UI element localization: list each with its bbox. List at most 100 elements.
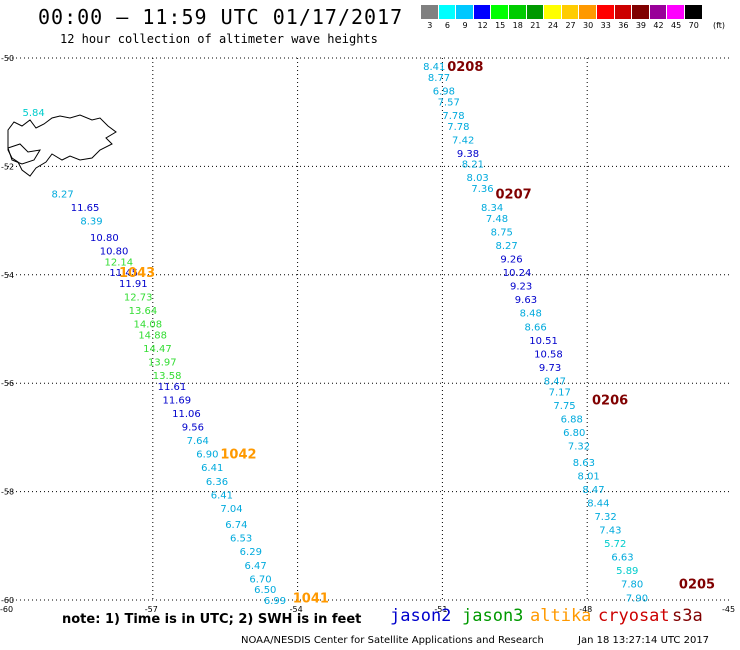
wave-height-value: 6.70 [249, 574, 271, 585]
wave-height-value: 7.78 [447, 122, 469, 133]
wave-height-value: 7.17 [549, 387, 571, 398]
wave-height-value: 8.27 [495, 241, 517, 252]
wave-height-value: 13.58 [153, 371, 182, 382]
color-swatch [438, 5, 457, 19]
color-bin-label: 9 [462, 21, 468, 30]
wave-height-value: 7.57 [438, 97, 460, 108]
color-bin: 70 [684, 5, 703, 30]
wave-height-value: 8.03 [467, 173, 489, 184]
color-swatch [508, 5, 527, 19]
page-title: 00:00 – 11:59 UTC 01/17/2017 [38, 5, 404, 29]
legend-jason3: jason3 [462, 606, 524, 626]
wave-height-value: 8.01 [578, 471, 600, 482]
wave-height-value: 9.63 [515, 295, 537, 306]
color-bin-label: 42 [653, 21, 664, 30]
wave-height-value: 8.66 [524, 322, 546, 333]
wave-height-value: 6.74 [225, 520, 247, 531]
wave-height-value: 8.48 [520, 309, 542, 320]
color-swatch [596, 5, 615, 19]
latitude-label: -54 [1, 271, 14, 280]
wave-height-value: 5.84 [22, 108, 44, 119]
wave-height-value: 9.26 [500, 255, 522, 266]
map-frame [8, 57, 732, 601]
color-swatch [579, 5, 597, 19]
color-swatch [684, 5, 703, 19]
wave-height-value: 6.90 [196, 450, 218, 461]
color-bin-label: 3 [427, 21, 433, 30]
color-bin: 18 [508, 5, 527, 30]
wave-height-value: 8.77 [428, 73, 450, 84]
wave-height-value: 10.80 [100, 246, 129, 257]
wave-height-value: 7.32 [594, 512, 616, 523]
wave-height-value: 7.78 [442, 111, 464, 122]
color-bin: 3 [421, 5, 439, 30]
color-bin-label: 15 [495, 21, 506, 30]
wave-height-value: 8.41 [423, 62, 445, 73]
wave-height-value: 12.14 [105, 257, 134, 268]
color-bin: 45 [667, 5, 685, 30]
color-bin: 9 [456, 5, 474, 30]
latitude-label: -60 [1, 596, 14, 605]
longitude-label: -60 [0, 605, 13, 614]
color-bin: 33 [596, 5, 615, 30]
wave-height-value: 7.36 [471, 184, 493, 195]
color-bin-label: 45 [671, 21, 682, 30]
wave-height-value: 6.36 [206, 477, 228, 488]
color-bin: 42 [649, 5, 668, 30]
latitude-label: -58 [1, 488, 14, 497]
latitude-label: -50 [1, 54, 14, 63]
wave-height-value: 11.91 [119, 279, 148, 290]
wave-height-value: 14.88 [138, 330, 167, 341]
measurement-marks: 5.848.2711.658.3910.8010.8012.1411.4511.… [22, 62, 648, 607]
wave-height-value: 8.34 [481, 203, 503, 214]
color-scale-unit: (ft) [713, 21, 726, 30]
wave-height-value: 8.63 [573, 458, 595, 469]
wave-height-value: 7.90 [626, 593, 648, 604]
wave-height-value: 7.75 [553, 401, 575, 412]
longitude-label: -48 [579, 605, 592, 614]
color-swatch [649, 5, 668, 19]
color-bin: 24 [544, 5, 562, 30]
longitude-label: -45 [722, 605, 735, 614]
wave-height-value: 6.29 [240, 547, 262, 558]
color-bin: 27 [561, 5, 580, 30]
wave-height-value: 14.47 [143, 344, 172, 355]
wave-height-value: 10.51 [529, 336, 558, 347]
color-bin: 39 [632, 5, 650, 30]
color-scale-legend: 3 6 9 12 15 18 21 24 27 30 33 36 39 42 45 70 [421, 5, 703, 30]
wave-height-value: 11.69 [162, 395, 191, 406]
track-id-label: 1042 [220, 448, 256, 463]
color-swatch [614, 5, 633, 19]
wave-height-value: 6.41 [201, 463, 223, 474]
wave-height-value: 6.63 [611, 553, 633, 564]
wave-height-value: 6.99 [264, 596, 286, 607]
wave-height-value: 11.65 [71, 203, 100, 214]
legend-altika: altika [530, 606, 592, 626]
wave-height-value: 5.89 [616, 566, 638, 577]
longitude-label: -51 [434, 605, 447, 614]
track-id-label: 1043 [119, 266, 155, 281]
wave-height-value: 5.72 [604, 539, 626, 550]
color-swatch [526, 5, 545, 19]
legend-s3a: s3a [672, 606, 703, 626]
wave-height-value: 7.42 [452, 135, 474, 146]
axis-labels: -50 -52 -54 -56 -58 -60-60 -57 -54 -51 -48 -45 [0, 54, 735, 614]
color-bin: 21 [526, 5, 545, 30]
wave-height-value: 6.80 [563, 428, 585, 439]
legend-jason2: jason2 [390, 606, 452, 626]
wave-height-value: 6.88 [561, 414, 583, 425]
wave-height-value: 8.39 [80, 217, 102, 228]
longitude-label: -54 [290, 605, 303, 614]
wave-height-value: 9.56 [182, 423, 204, 434]
falkland-islands-coastline [7, 114, 117, 177]
wave-height-value: 7.32 [568, 442, 590, 453]
track-id-label: 0207 [495, 188, 531, 203]
wave-height-value: 13.97 [148, 358, 177, 369]
color-bin-label: 33 [600, 21, 611, 30]
credit-line: NOAA/NESDIS Center for Satellite Applica… [241, 635, 544, 646]
color-bin-label: 30 [583, 21, 594, 30]
track-id-label: 1041 [293, 591, 329, 606]
color-bin-label: 24 [547, 21, 559, 30]
color-bin: 30 [579, 5, 597, 30]
